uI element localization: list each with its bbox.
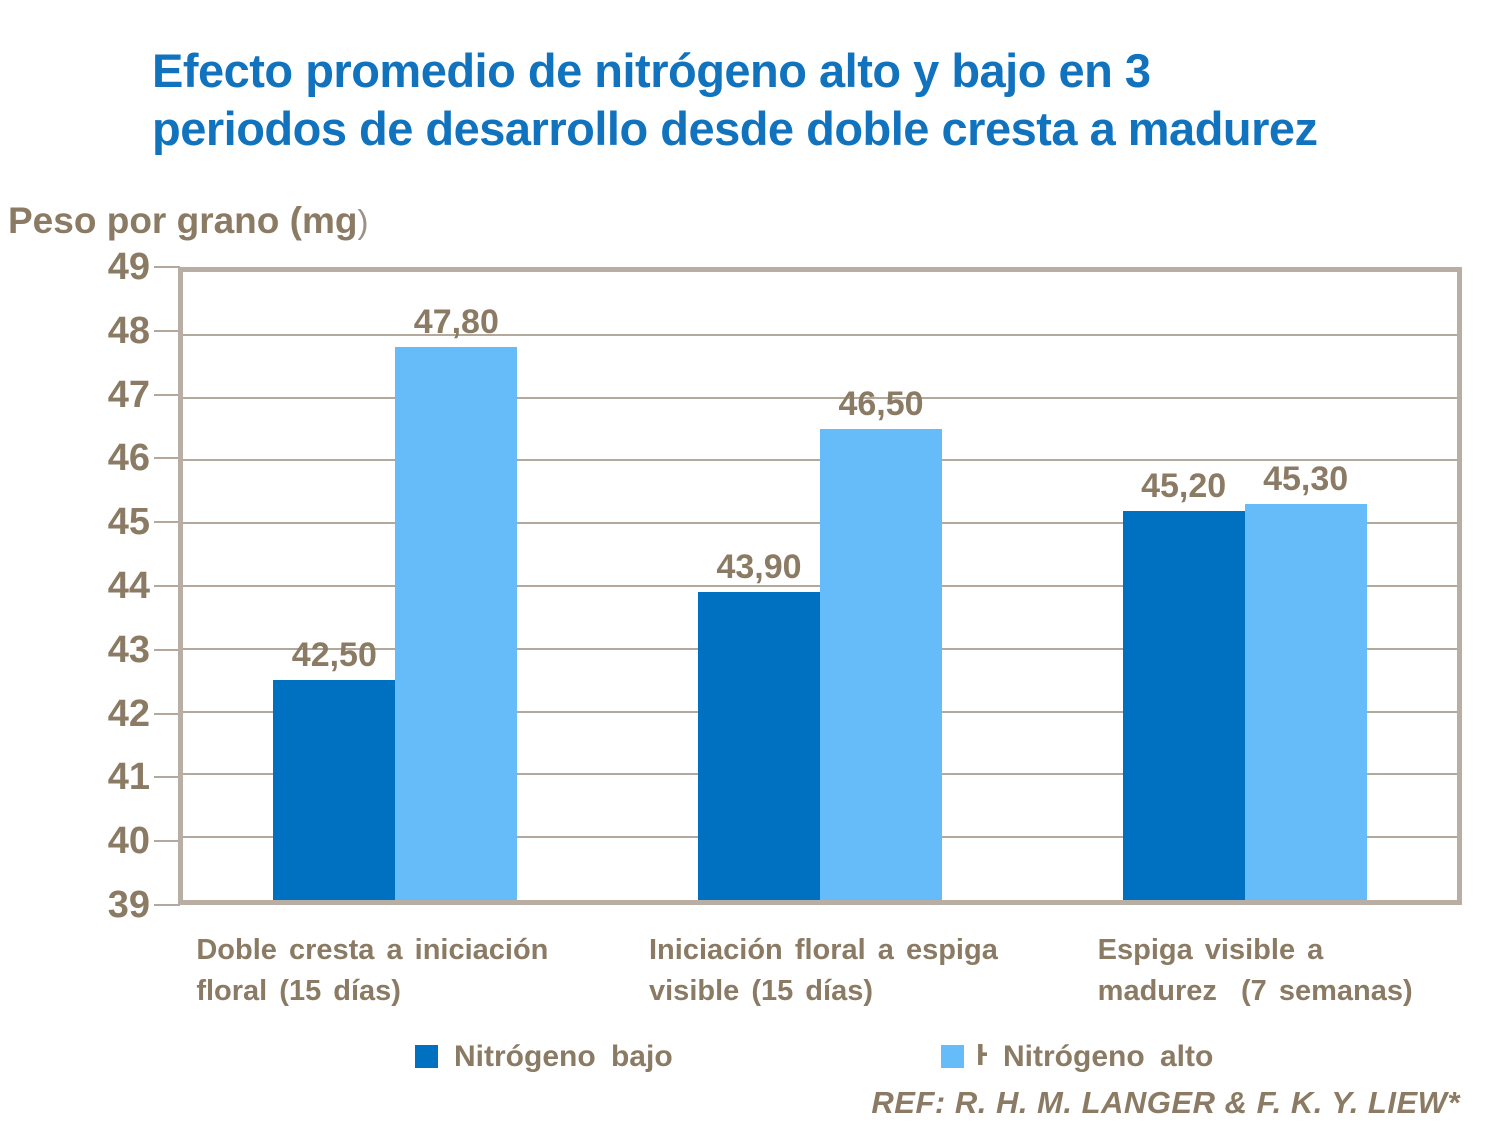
bar-value-label: 46,50 (838, 385, 924, 423)
x-category-label-1: Iniciación floral a espiga visible (15 d… (649, 934, 998, 1007)
y-tick-mark (154, 712, 180, 715)
y-tick-label: 46 (107, 437, 150, 480)
y-tick-mark (154, 266, 180, 268)
y-tick-label: 44 (107, 565, 150, 607)
gridline (183, 396, 1457, 399)
y-tick-mark (154, 329, 180, 332)
y-tick-label: 40 (107, 820, 150, 863)
y-tick-mark (154, 457, 180, 460)
bar-nitr-geno-bajo-1 (698, 592, 820, 900)
y-axis-title: Peso por grano (mg) (8, 200, 368, 242)
bar-nitr-geno-alto-0 (395, 347, 518, 900)
legend-item-nitrogeno-alto: H Nitrógeno alto (941, 1037, 1214, 1076)
y-axis-title-text: Peso por grano (mg (8, 200, 358, 241)
bar-value-label: 43,90 (716, 548, 802, 587)
y-tick-mark (154, 521, 180, 524)
reference-text: REF: R. H. M. LANGER & F. K. Y. LIEW* (871, 1085, 1460, 1120)
legend-label-nitrogeno-alto: Nitrógeno alto (1003, 1040, 1214, 1073)
y-tick-mark (154, 585, 180, 587)
x-category-label-2: Espiga visible a madurez (7 semanas) (1097, 934, 1413, 1007)
y-axis-title-paren: ) (357, 203, 369, 240)
y-tick-label: 43 (107, 628, 150, 671)
y-tick-mark (154, 393, 180, 396)
y-tick-label: 39 (107, 884, 150, 926)
x-category-label-0: Doble cresta a iniciación floral (15 día… (196, 934, 549, 1007)
legend-swatch-nitrogeno-bajo (415, 1045, 438, 1068)
y-tick-label: 42 (107, 692, 150, 735)
y-tick-label: 49 (107, 246, 150, 288)
y-tick-label: 41 (107, 756, 150, 799)
bar-nitr-geno-bajo-2 (1122, 510, 1245, 900)
plot-area: 42,50 47,80 43,90 46,50 45,20 45,30 (178, 267, 1462, 905)
y-tick-mark (154, 648, 180, 651)
legend-label-nitrogeno-bajo: Nitrógeno bajo (454, 1040, 673, 1073)
legend: Nitrógeno bajo H Nitrógeno alto (0, 1037, 1500, 1086)
bar-nitr-geno-bajo-0 (273, 680, 396, 900)
legend-swatch-nitrogeno-alto (941, 1045, 964, 1068)
chart-title: Efecto promedio de nitrógeno alto y bajo… (152, 44, 1318, 155)
y-tick-mark (154, 904, 180, 906)
bar-value-label: 45,20 (1141, 466, 1227, 505)
y-tick-mark (154, 776, 180, 779)
gridline (183, 333, 1457, 336)
bar-value-label: 42,50 (291, 636, 377, 675)
y-tick-label: 45 (107, 501, 150, 544)
bar-value-label: 47,80 (413, 303, 499, 342)
bar-nitr-geno-alto-1 (820, 429, 942, 900)
y-tick-mark (154, 840, 180, 843)
legend-item-nitrogeno-bajo: Nitrógeno bajo (415, 1040, 673, 1074)
bar-value-label: 45,30 (1263, 460, 1349, 499)
bar-nitr-geno-alto-2 (1244, 504, 1367, 900)
x-axis-labels: Doble cresta a iniciación floral (15 día… (0, 930, 1500, 1030)
y-tick-label: 47 (107, 373, 150, 416)
stray-clipped-glyph: H (976, 1037, 987, 1073)
y-tick-label: 48 (107, 309, 150, 352)
